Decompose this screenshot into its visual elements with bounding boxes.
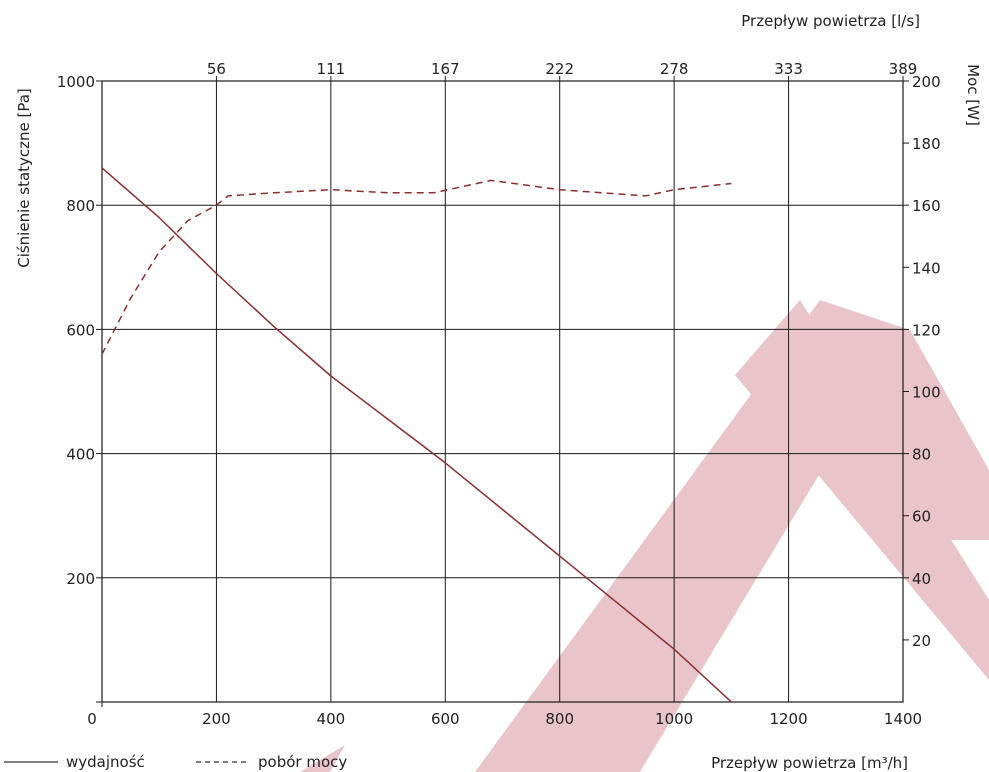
series-line-pobor-mocy <box>101 179 732 355</box>
y2-tick-label: 200 <box>912 73 941 91</box>
y2-tick-label: 120 <box>912 321 941 339</box>
y2-tick-labels: 20 40 60 80 100 120 140 160 180 200 <box>912 73 941 650</box>
x-tick-label: 1200 <box>769 710 807 728</box>
y2-tick-label: 140 <box>912 259 941 277</box>
x2-tick-label: 333 <box>774 60 803 78</box>
x-tick-label: 0 <box>87 710 97 728</box>
x-tick-labels: 0 200 400 600 800 1000 1200 1400 <box>87 710 922 728</box>
y2-tick-label: 40 <box>912 570 931 588</box>
x-tick-label: 1000 <box>655 710 693 728</box>
legend-label-pobor-mocy: pobór mocy <box>258 753 347 771</box>
y2-tick-label: 80 <box>912 446 931 464</box>
x-tick-label: 600 <box>431 710 460 728</box>
y2-tick-label: 20 <box>912 632 931 650</box>
watermark-logo <box>300 300 989 772</box>
y-tick-label: 200 <box>66 570 95 588</box>
tick-marks <box>96 76 909 707</box>
y2-tick-label: 60 <box>912 508 931 526</box>
y2-tick-label: 100 <box>912 384 941 402</box>
x-tick-label: 200 <box>202 710 231 728</box>
y2-axis-title: Moc [W] <box>964 64 982 126</box>
y-tick-label: 400 <box>66 446 95 464</box>
y-tick-label: 600 <box>66 321 95 339</box>
x-tick-label: 800 <box>545 710 574 728</box>
legend-label-wydajnosc: wydajność <box>66 753 145 771</box>
x2-tick-label: 56 <box>207 60 226 78</box>
watermark-shape <box>735 300 989 680</box>
series-line-wydajnosc <box>101 167 732 703</box>
x2-tick-label: 389 <box>889 60 918 78</box>
y2-tick-label: 160 <box>912 197 941 215</box>
x2-tick-label: 278 <box>660 60 689 78</box>
x2-tick-labels: 56 111 167 222 278 333 389 <box>207 60 917 78</box>
x2-tick-label: 222 <box>545 60 574 78</box>
x2-tick-label: 111 <box>317 60 346 78</box>
y-tick-label: 800 <box>66 197 95 215</box>
y-axis-title: Ciśnienie statyczne [Pa] <box>15 88 33 268</box>
series <box>101 167 732 703</box>
x-tick-label: 400 <box>317 710 346 728</box>
grid <box>102 81 903 702</box>
y2-tick-label: 180 <box>912 135 941 153</box>
x2-axis-title: Przepływ powietrza [l/s] <box>741 12 920 30</box>
watermark-shape <box>300 745 345 772</box>
x-tick-label: 1400 <box>884 710 922 728</box>
legend: wydajność pobór mocy <box>4 753 347 771</box>
x-axis-title: Przepływ powietrza [m³/h] <box>711 754 908 772</box>
y-tick-label: 1000 <box>57 73 95 91</box>
y-tick-labels: 200 400 600 800 1000 <box>57 73 95 588</box>
x2-tick-label: 167 <box>431 60 460 78</box>
